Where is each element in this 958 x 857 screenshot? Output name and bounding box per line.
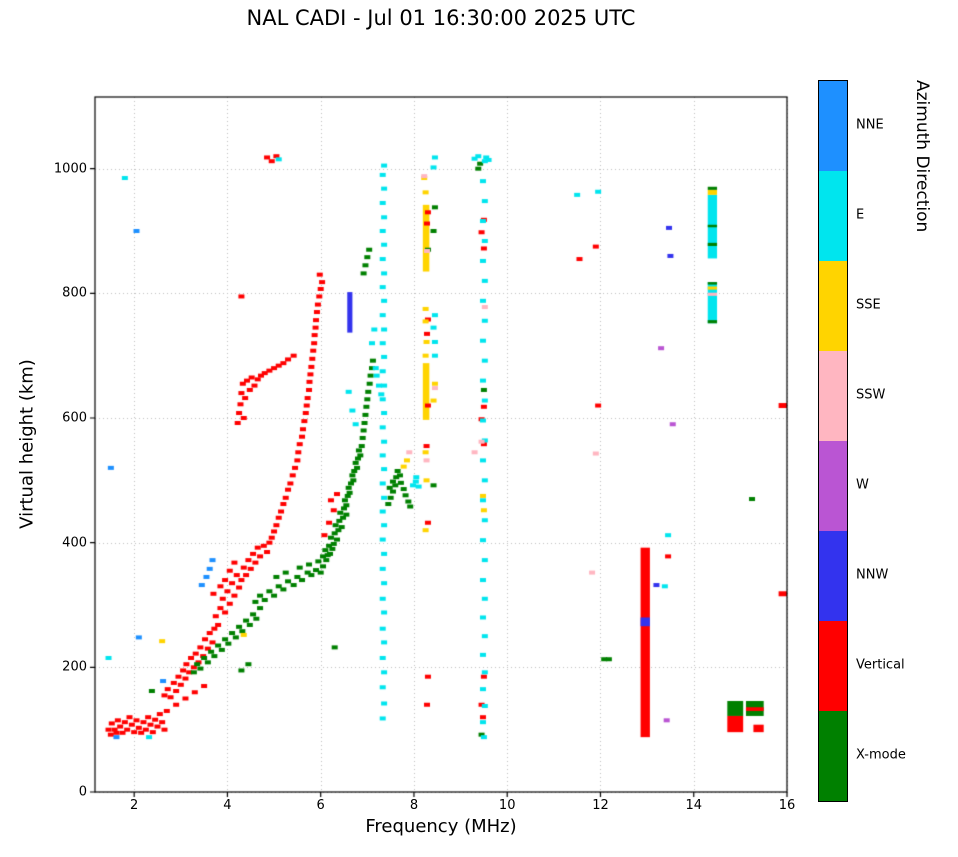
colorbar-label-nnw: NNW [856,567,889,583]
y-tick-label: 600 [62,410,87,426]
x-tick-label: 8 [409,798,419,813]
colorbar-label-vertical: Vertical [856,657,905,673]
colorbar-band-x-mode [819,711,847,801]
y-tick-label: 0 [78,784,87,800]
x-tick-label: 10 [498,798,516,813]
x-tick-label: 2 [130,798,139,813]
x-tick-label: 12 [592,798,609,813]
x-tick-label: 14 [685,798,703,813]
colorbar-band-w [819,441,847,531]
colorbar-label-x-mode: X-mode [856,747,906,763]
x-tick-label: 6 [316,798,325,813]
y-tick-label: 1000 [53,161,87,177]
colorbar-label-sse: SSE [856,297,881,313]
colorbar-band-nne [819,81,847,171]
y-axis-label: Virtual height (km) [16,359,38,529]
y-tick-label: 800 [62,285,87,301]
x-tick-label: 16 [778,798,796,813]
y-tick-label: 400 [62,535,87,551]
colorbar-band-vertical [819,621,847,711]
colorbar-band-nnw [819,531,847,621]
y-tick-label: 200 [62,659,87,675]
colorbar-label-w: W [856,477,869,493]
chart-title: NAL CADI - Jul 01 16:30:00 2025 UTC [246,6,636,30]
colorbar-band-sse [819,261,847,351]
colorbar-band-ssw [819,351,847,441]
colorbar-label-nne: NNE [856,117,884,133]
x-axis-label: Frequency (MHz) [365,816,517,837]
colorbar-label-ssw: SSW [856,387,886,403]
x-tick-label: 4 [223,798,232,813]
colorbar-label-e: E [856,207,865,223]
azimuth-colorbar [818,80,848,802]
colorbar-title: Azimuth Direction [912,80,932,233]
colorbar-band-e [819,171,847,261]
